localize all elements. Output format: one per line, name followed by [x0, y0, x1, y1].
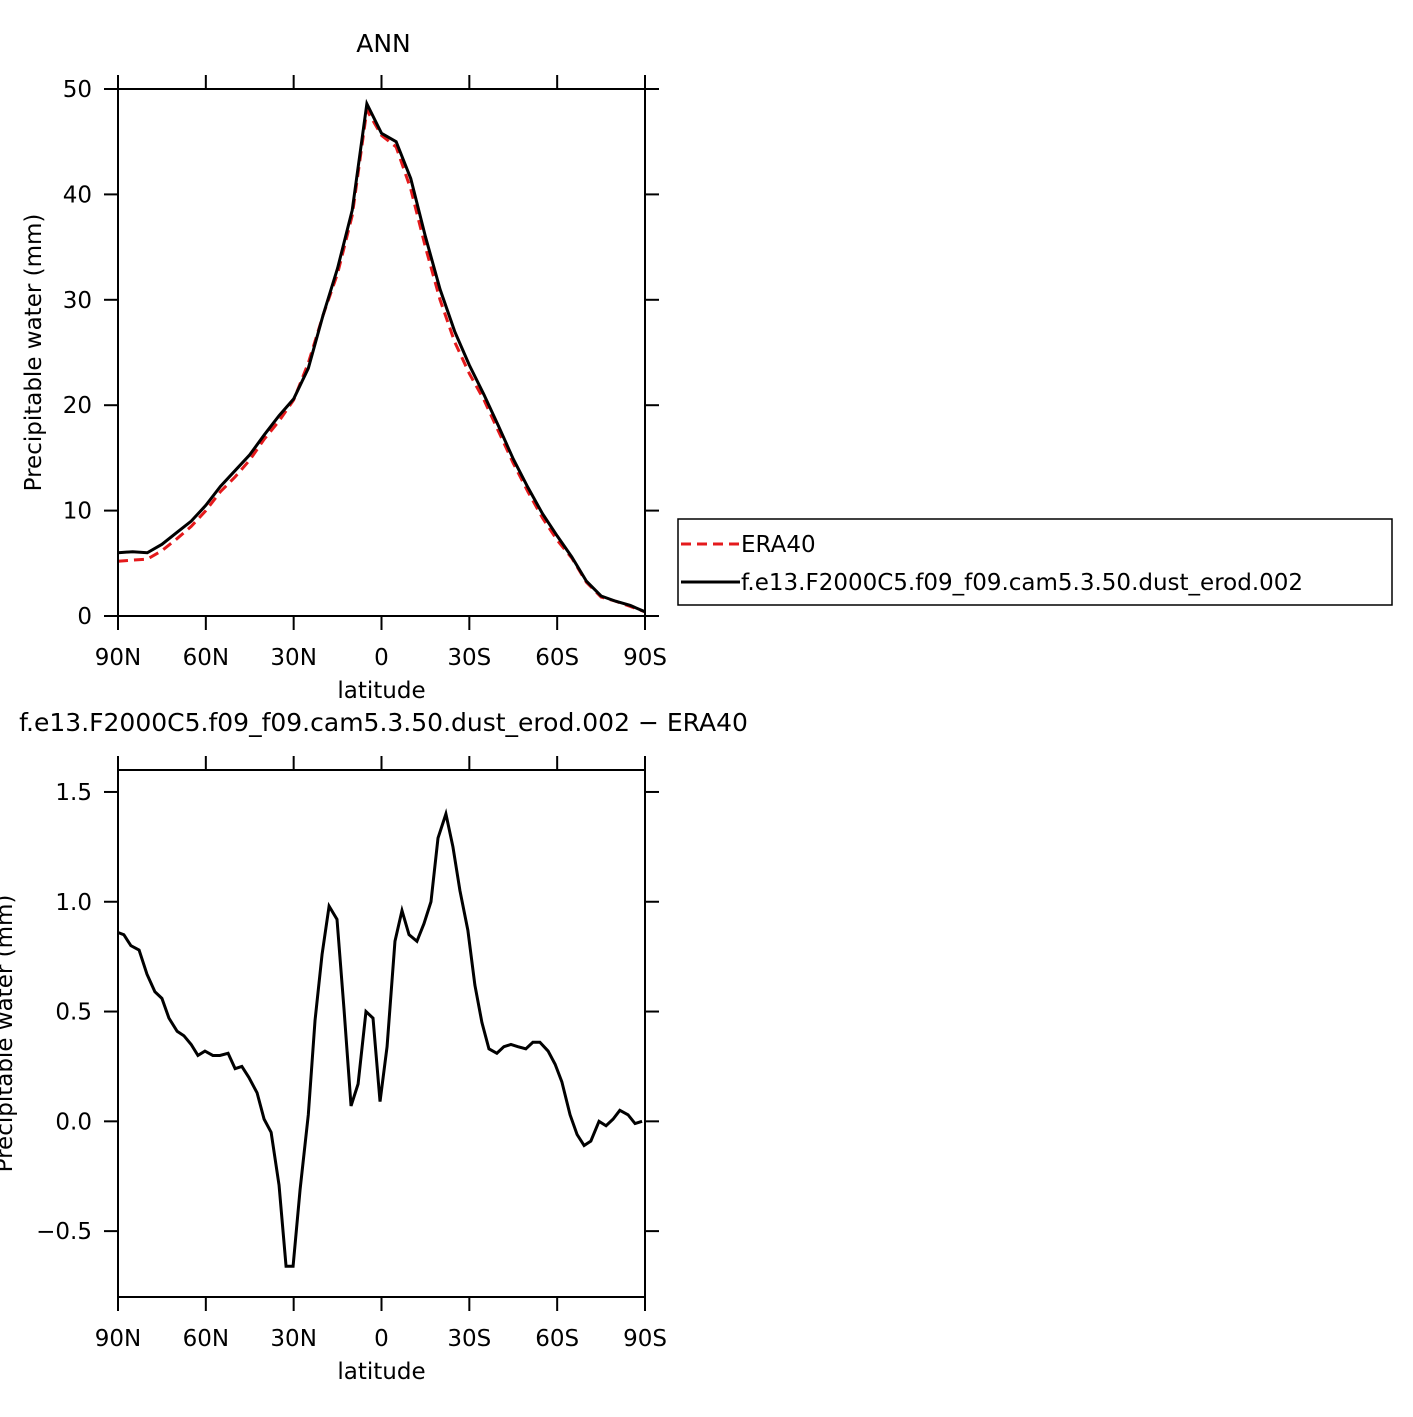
x-tick-label: 60N — [183, 645, 229, 671]
x-tick-label: 90S — [623, 645, 667, 671]
y-tick-label: 1.5 — [55, 780, 92, 806]
x-tick-label: 0 — [374, 1326, 389, 1352]
chart-title: f.e13.F2000C5.f09_f09.cam5.3.50.dust_ero… — [19, 708, 748, 737]
legend-box — [677, 518, 1393, 606]
legend-label: f.e13.F2000C5.f09_f09.cam5.3.50.dust_ero… — [741, 570, 1303, 596]
y-tick-label: −0.5 — [36, 1219, 92, 1245]
y-tick-label: 0 — [77, 604, 92, 630]
x-tick-label: 30S — [447, 1326, 491, 1352]
y-tick-label: 50 — [63, 77, 92, 103]
x-axis-label: latitude — [337, 678, 425, 704]
x-axis-label: latitude — [337, 1359, 425, 1385]
y-axis-label: Precipitable water (mm) — [0, 895, 18, 1173]
x-tick-label: 90S — [623, 1326, 667, 1352]
x-tick-label: 90N — [95, 1326, 141, 1352]
legend-label: ERA40 — [741, 532, 816, 558]
plot-frame — [117, 769, 646, 1298]
chart-title: ANN — [356, 29, 411, 58]
x-tick-label: 30N — [270, 1326, 316, 1352]
y-tick-label: 40 — [63, 182, 92, 208]
y-tick-label: 30 — [63, 288, 92, 314]
x-tick-label: 90N — [95, 645, 141, 671]
y-axis-label: Precipitable water (mm) — [21, 214, 47, 492]
y-tick-label: 20 — [63, 393, 92, 419]
x-tick-label: 60N — [183, 1326, 229, 1352]
x-tick-label: 30N — [270, 645, 316, 671]
plot-frame — [117, 88, 646, 617]
x-tick-label: 60S — [535, 1326, 579, 1352]
y-tick-label: 0.0 — [55, 1109, 92, 1135]
data-line — [117, 105, 646, 614]
x-tick-label: 30S — [447, 645, 491, 671]
y-tick-label: 10 — [63, 499, 92, 525]
y-tick-label: 1.0 — [55, 890, 92, 916]
data-line — [117, 808, 643, 1268]
x-tick-label: 0 — [374, 645, 389, 671]
x-tick-label: 60S — [535, 645, 579, 671]
y-tick-label: 0.5 — [55, 1000, 92, 1026]
data-line — [117, 98, 646, 614]
